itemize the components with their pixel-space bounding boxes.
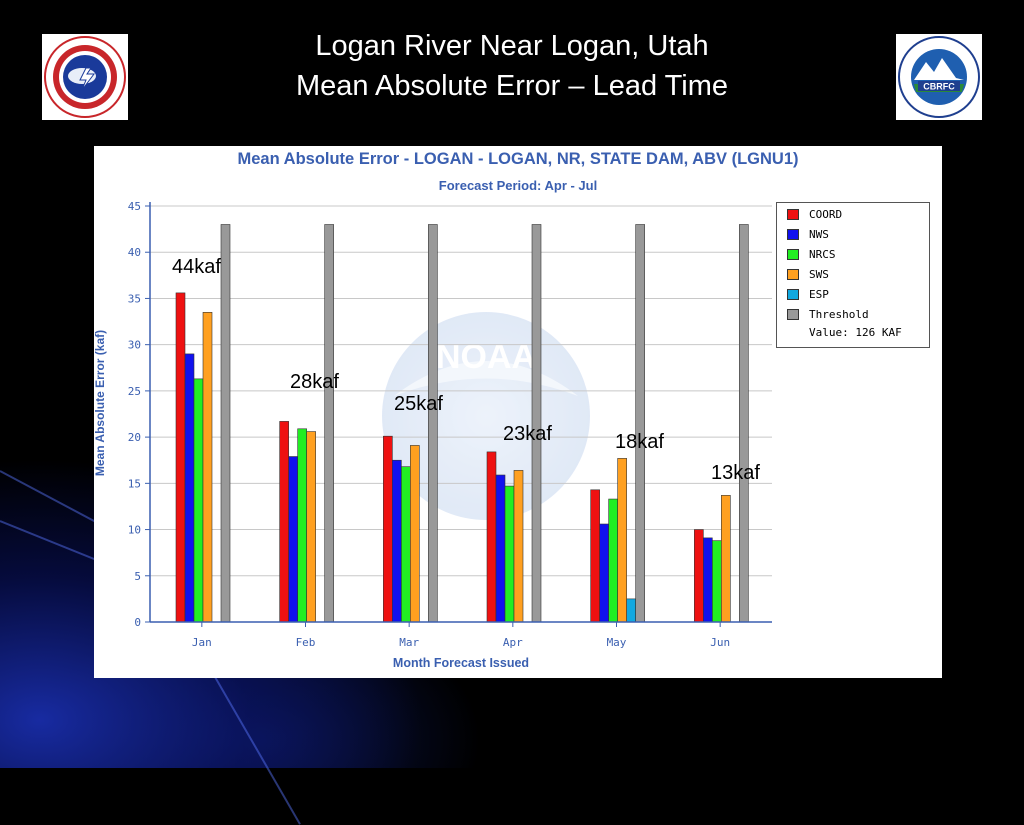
annotation-apr: 23kaf [503, 423, 552, 445]
y-axis-label-text: Mean Absolute Error (kaf) [93, 329, 107, 477]
bar-sws-jan [202, 312, 213, 623]
legend-label-threshold: Threshold [809, 308, 869, 321]
annotation-mar: 25kaf [394, 393, 443, 415]
bar-threshold-jan [220, 224, 231, 623]
y-tick-label: 15 [128, 477, 141, 490]
x-tick-label: Feb [296, 636, 316, 649]
slide-title: Logan River Near Logan, Utah Mean Absolu… [0, 26, 1024, 106]
x-tick-label: Mar [399, 636, 419, 649]
legend-swatch-sws [787, 269, 799, 280]
cbrfc-logo-icon: CBRFC [898, 36, 980, 118]
nws-logo-icon [44, 36, 126, 118]
bar-threshold-mar [428, 224, 438, 623]
y-tick-label: 5 [134, 570, 141, 583]
bar-coord-feb [279, 421, 289, 623]
legend-swatch-nrcs [787, 249, 799, 260]
y-tick-label: 20 [128, 431, 141, 444]
bar-sws-jun [721, 495, 731, 623]
bar-nws-jan [184, 353, 195, 623]
bar-coord-apr [486, 451, 497, 623]
legend-label-sws: SWS [809, 268, 829, 281]
bar-coord-may [590, 489, 600, 623]
chart-title: Mean Absolute Error - LOGAN - LOGAN, NR,… [237, 150, 799, 168]
bar-nrcs-apr [504, 485, 515, 623]
legend-threshold-value: Value: 126 KAF [809, 326, 902, 339]
annotation-feb: 28kaf [290, 371, 339, 393]
x-tick-label: Jun [710, 636, 730, 649]
slide-title-line1: Logan River Near Logan, Utah [315, 30, 709, 62]
bar-nws-feb [288, 456, 298, 623]
svg-text:NOAA: NOAA [436, 338, 536, 376]
legend-label-esp: ESP [809, 288, 829, 301]
y-tick-label: 45 [128, 200, 141, 213]
bar-nws-may [599, 523, 609, 623]
cbrfc-logo-text: CBRFC [923, 82, 955, 92]
x-axis-label: Month Forecast Issued [392, 656, 530, 670]
bar-nrcs-mar [401, 466, 411, 623]
bar-coord-jan [175, 292, 186, 623]
bar-nrcs-feb [297, 428, 307, 623]
slide-title-line2: Mean Absolute Error – Lead Time [295, 70, 728, 102]
y-tick-label: 0 [134, 616, 141, 629]
bar-nrcs-jun [712, 540, 722, 623]
bar-nws-apr [495, 474, 506, 623]
bar-nrcs-may [608, 498, 618, 623]
legend-label-coord: COORD [809, 208, 843, 221]
legend-swatch-nws [787, 229, 799, 240]
legend-label-nws: NWS [809, 228, 829, 241]
y-tick-label: 30 [128, 339, 141, 352]
nws-logo [42, 34, 128, 120]
bar-coord-jun [694, 529, 704, 623]
legend-label-nrcs: NRCS [809, 248, 836, 261]
bar-sws-mar [410, 445, 420, 623]
bar-esp-may [626, 598, 636, 623]
bar-sws-may [617, 458, 627, 623]
x-tick-label: May [607, 636, 627, 649]
cbrfc-logo: CBRFC [896, 34, 982, 120]
bar-nrcs-jan [193, 378, 204, 623]
annotation-jun: 13kaf [711, 462, 760, 484]
legend-swatch-threshold [787, 309, 799, 320]
y-tick-label: 40 [128, 246, 141, 259]
chart-legend: COORD NWS NRCS SWS ESP Threshold Value: … [776, 202, 930, 348]
legend-swatch-esp [787, 289, 799, 300]
annotation-may: 18kaf [615, 431, 664, 453]
y-tick-label: 10 [128, 524, 141, 537]
x-tick-label: Apr [503, 636, 523, 649]
chart-subtitle: Forecast Period: Apr - Jul [438, 178, 598, 193]
bar-sws-apr [513, 470, 524, 623]
bar-threshold-feb [324, 224, 334, 623]
annotation-jan: 44kaf [172, 256, 221, 278]
bar-sws-feb [306, 431, 316, 623]
bar-threshold-jun [739, 224, 749, 623]
chart-plot: NOAA 0 5 10 15 20 25 30 35 40 45 Jan Feb Mar Apr May Ju… [128, 200, 772, 649]
y-tick-label: 35 [128, 292, 141, 305]
bar-threshold-may [635, 224, 645, 623]
bar-coord-mar [383, 435, 393, 623]
x-tick-label: Jan [192, 636, 212, 649]
y-tick-label: 25 [128, 385, 141, 398]
legend-swatch-coord [787, 209, 799, 220]
bar-nws-jun [703, 537, 713, 623]
chart-panel: NOAA 0 5 10 15 20 25 30 35 40 45 Jan Feb Mar Apr May Ju… [93, 146, 942, 678]
bar-nws-mar [392, 459, 402, 623]
